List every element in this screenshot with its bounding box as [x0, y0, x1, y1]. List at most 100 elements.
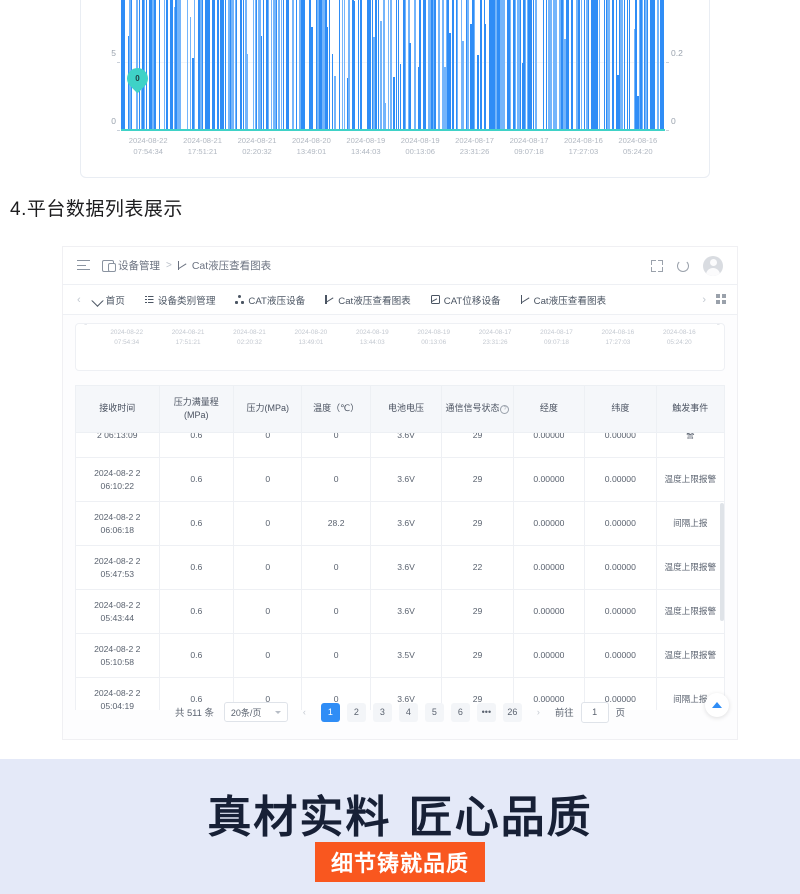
pagination-prev[interactable]: ‹ — [302, 707, 306, 717]
pagination-ellipsis[interactable]: ••• — [476, 702, 496, 722]
cell-temperature: 0 — [301, 589, 371, 634]
topbar-actions — [651, 255, 723, 276]
chart-icon — [520, 295, 530, 304]
mini-chart-x-tick: 2024-08-19 00:13:06 — [417, 329, 451, 346]
cell-trigger-event: 温度上限报警 — [655, 589, 725, 634]
promo-banner: 真材实料 匠心品质 细节铸就品质 — [0, 759, 800, 894]
cell-longitude: 0.00000 — [512, 433, 586, 458]
chart-x-tick: 2024-08-21 02:20:32 — [237, 136, 277, 156]
page-size-value: 20条/页 — [230, 707, 262, 718]
mini-chart-x-tick: 2024-08-22 07:54:34 — [110, 329, 144, 346]
pagination-page-4[interactable]: 4 — [398, 702, 418, 722]
table-row[interactable]: 2024-08-2 2 06:10:22 0.6 0 0 3.6V 29 0.00000 0.… — [75, 457, 725, 502]
table-body-scroll-area[interactable]: 2 06:13:09 0.6 0 0 3.6V 29 0.00000 0.00000 警 2024… — [75, 433, 725, 710]
device-icon — [102, 259, 116, 272]
grid-view-icon[interactable] — [716, 294, 727, 305]
chart-x-tick: 2024-08-22 07:54:34 — [128, 136, 168, 156]
tab-cat-hydraulic-chart-2[interactable]: Cat液压查看图表 — [520, 293, 606, 307]
mini-chart-x-tick: 2024-08-21 02:20:32 — [233, 329, 266, 346]
breadcrumb-root[interactable]: 设备管理 — [118, 260, 160, 272]
question-circle-icon[interactable]: ? — [500, 404, 510, 414]
chart-marker-label: 0 — [135, 74, 140, 83]
cell-pressure-range: 0.6 — [158, 677, 235, 710]
pagination-page-1[interactable]: 1 — [320, 702, 340, 722]
table-row[interactable]: 2024-08-2 2 06:06:18 0.6 0 28.2 3.6V 29 0.0000… — [75, 501, 725, 546]
list-icon — [144, 295, 154, 304]
pagination-page-2[interactable]: 2 — [346, 702, 366, 722]
table-row[interactable]: 2024-08-2 2 05:47:53 0.6 0 0 3.6V 22 0.00000 0.… — [75, 545, 725, 590]
pagination-page-26[interactable]: 26 — [502, 702, 522, 722]
cell-battery-voltage: 3.6V — [369, 433, 443, 458]
cell-battery-voltage: 3.5V — [369, 633, 443, 678]
pagination-page-6[interactable]: 6 — [450, 702, 470, 722]
col-temperature[interactable]: 温度（℃） — [301, 385, 371, 433]
table-body: 2 06:13:09 0.6 0 0 3.6V 29 0.00000 0.00000 警 2024… — [75, 433, 725, 710]
node-icon — [235, 295, 245, 304]
mini-chart-zero-right: 0 — [716, 323, 720, 327]
table-row[interactable]: 2024-08-2 2 05:10:58 0.6 0 0 3.5V 29 0.00000 0.… — [75, 633, 725, 678]
chart-y2-tick: 0 — [671, 116, 676, 126]
cell-pressure-range: 0.6 — [158, 589, 235, 634]
chart-point-marker[interactable]: 0 — [122, 63, 153, 94]
col-latitude[interactable]: 纬度 — [584, 385, 657, 433]
tab-device-category[interactable]: 设备类别管理 — [144, 293, 215, 307]
cell-pressure: 0 — [233, 589, 303, 634]
cell-battery-voltage: 3.6V — [369, 545, 443, 590]
breadcrumb-separator: > — [166, 260, 172, 271]
cell-temperature: 28.2 — [301, 501, 371, 546]
table-row[interactable]: 2024-08-2 2 05:43:44 0.6 0 0 3.6V 29 0.00000 0.… — [75, 589, 725, 634]
image-icon — [430, 295, 440, 304]
tab-cat-hydraulic-chart[interactable]: Cat液压查看图表 — [325, 293, 411, 307]
tab-cat-displacement-device[interactable]: CAT位移设备 — [430, 293, 501, 307]
chart-x-tick: 2024-08-16 17:27:03 — [563, 136, 603, 156]
cell-receive-time: 2 06:13:09 — [75, 433, 160, 458]
cell-signal-status: 29 — [441, 457, 514, 502]
back-to-top-icon[interactable] — [705, 693, 729, 717]
cell-receive-time: 2024-08-2 2 05:04:19 — [75, 677, 160, 710]
mini-chart-x-tick: 2024-08-17 09:07:18 — [540, 329, 573, 346]
table-row[interactable]: 2 06:13:09 0.6 0 0 3.6V 29 0.00000 0.00000 警 — [75, 433, 725, 458]
col-pressure[interactable]: 压力(MPa) — [233, 385, 303, 433]
cell-latitude: 0.00000 — [584, 501, 657, 546]
tabs-prev-arrow[interactable]: ‹ — [77, 293, 81, 306]
tabs-next-arrow[interactable]: › — [702, 293, 706, 306]
col-battery-voltage[interactable]: 电池电压 — [369, 385, 443, 433]
cell-latitude: 0.00000 — [584, 433, 657, 458]
tab-cat-hydraulic-device[interactable]: CAT液压设备 — [235, 293, 305, 307]
collapse-menu-icon[interactable] — [77, 259, 90, 272]
mini-chart-zero-left: 0 — [84, 323, 88, 327]
table-header-row: 接收时间 压力满量程(MPa) 压力(MPa) 温度（℃） 电池电压 通信信号状… — [75, 385, 726, 433]
pagination-page-3[interactable]: 3 — [372, 702, 392, 722]
cell-receive-time: 2024-08-2 2 06:06:18 — [75, 501, 160, 546]
tab-home[interactable]: 首页 — [93, 293, 125, 307]
col-signal-status[interactable]: 通信信号状态? — [441, 385, 514, 433]
refresh-icon[interactable] — [677, 259, 689, 272]
user-avatar-icon[interactable] — [703, 255, 723, 276]
col-trigger-event[interactable]: 触发事件 — [655, 385, 726, 433]
col-pressure-range[interactable]: 压力满量程(MPa) — [158, 385, 235, 433]
pagination-page-5[interactable]: 5 — [424, 702, 444, 722]
cell-trigger-event: 温度上限报警 — [655, 545, 725, 590]
col-longitude[interactable]: 经度 — [512, 385, 586, 433]
pagination-next[interactable]: › — [536, 707, 540, 717]
pagination-page-unit: 页 — [615, 707, 626, 718]
page-size-select[interactable]: 20条/页 — [223, 702, 288, 722]
cell-temperature: 0 — [301, 457, 371, 502]
chart-x-tick: 2024-08-21 17:51:21 — [183, 136, 223, 156]
col-receive-time[interactable]: 接收时间 — [75, 385, 160, 433]
chart-x-tick: 2024-08-17 23:31:26 — [455, 136, 495, 156]
cell-longitude: 0.00000 — [512, 501, 586, 546]
cell-trigger-event: 温度上限报警 — [655, 633, 725, 678]
col-signal-status-label: 通信信号状态 — [445, 403, 500, 414]
cell-longitude: 0.00000 — [512, 589, 586, 634]
cell-pressure-range: 0.6 — [158, 545, 235, 590]
cell-signal-status: 29 — [441, 633, 514, 678]
tab-label: Cat液压查看图表 — [338, 295, 411, 307]
cell-signal-status: 29 — [441, 433, 514, 458]
chart-icon — [177, 261, 188, 270]
cell-longitude: 0.00000 — [512, 457, 586, 502]
pagination-goto-input[interactable]: 1 — [580, 701, 609, 723]
chart-x-tick: 2024-08-17 09:07:18 — [509, 136, 549, 156]
fullscreen-icon[interactable] — [651, 259, 663, 272]
table-vertical-scrollbar[interactable] — [720, 503, 724, 621]
